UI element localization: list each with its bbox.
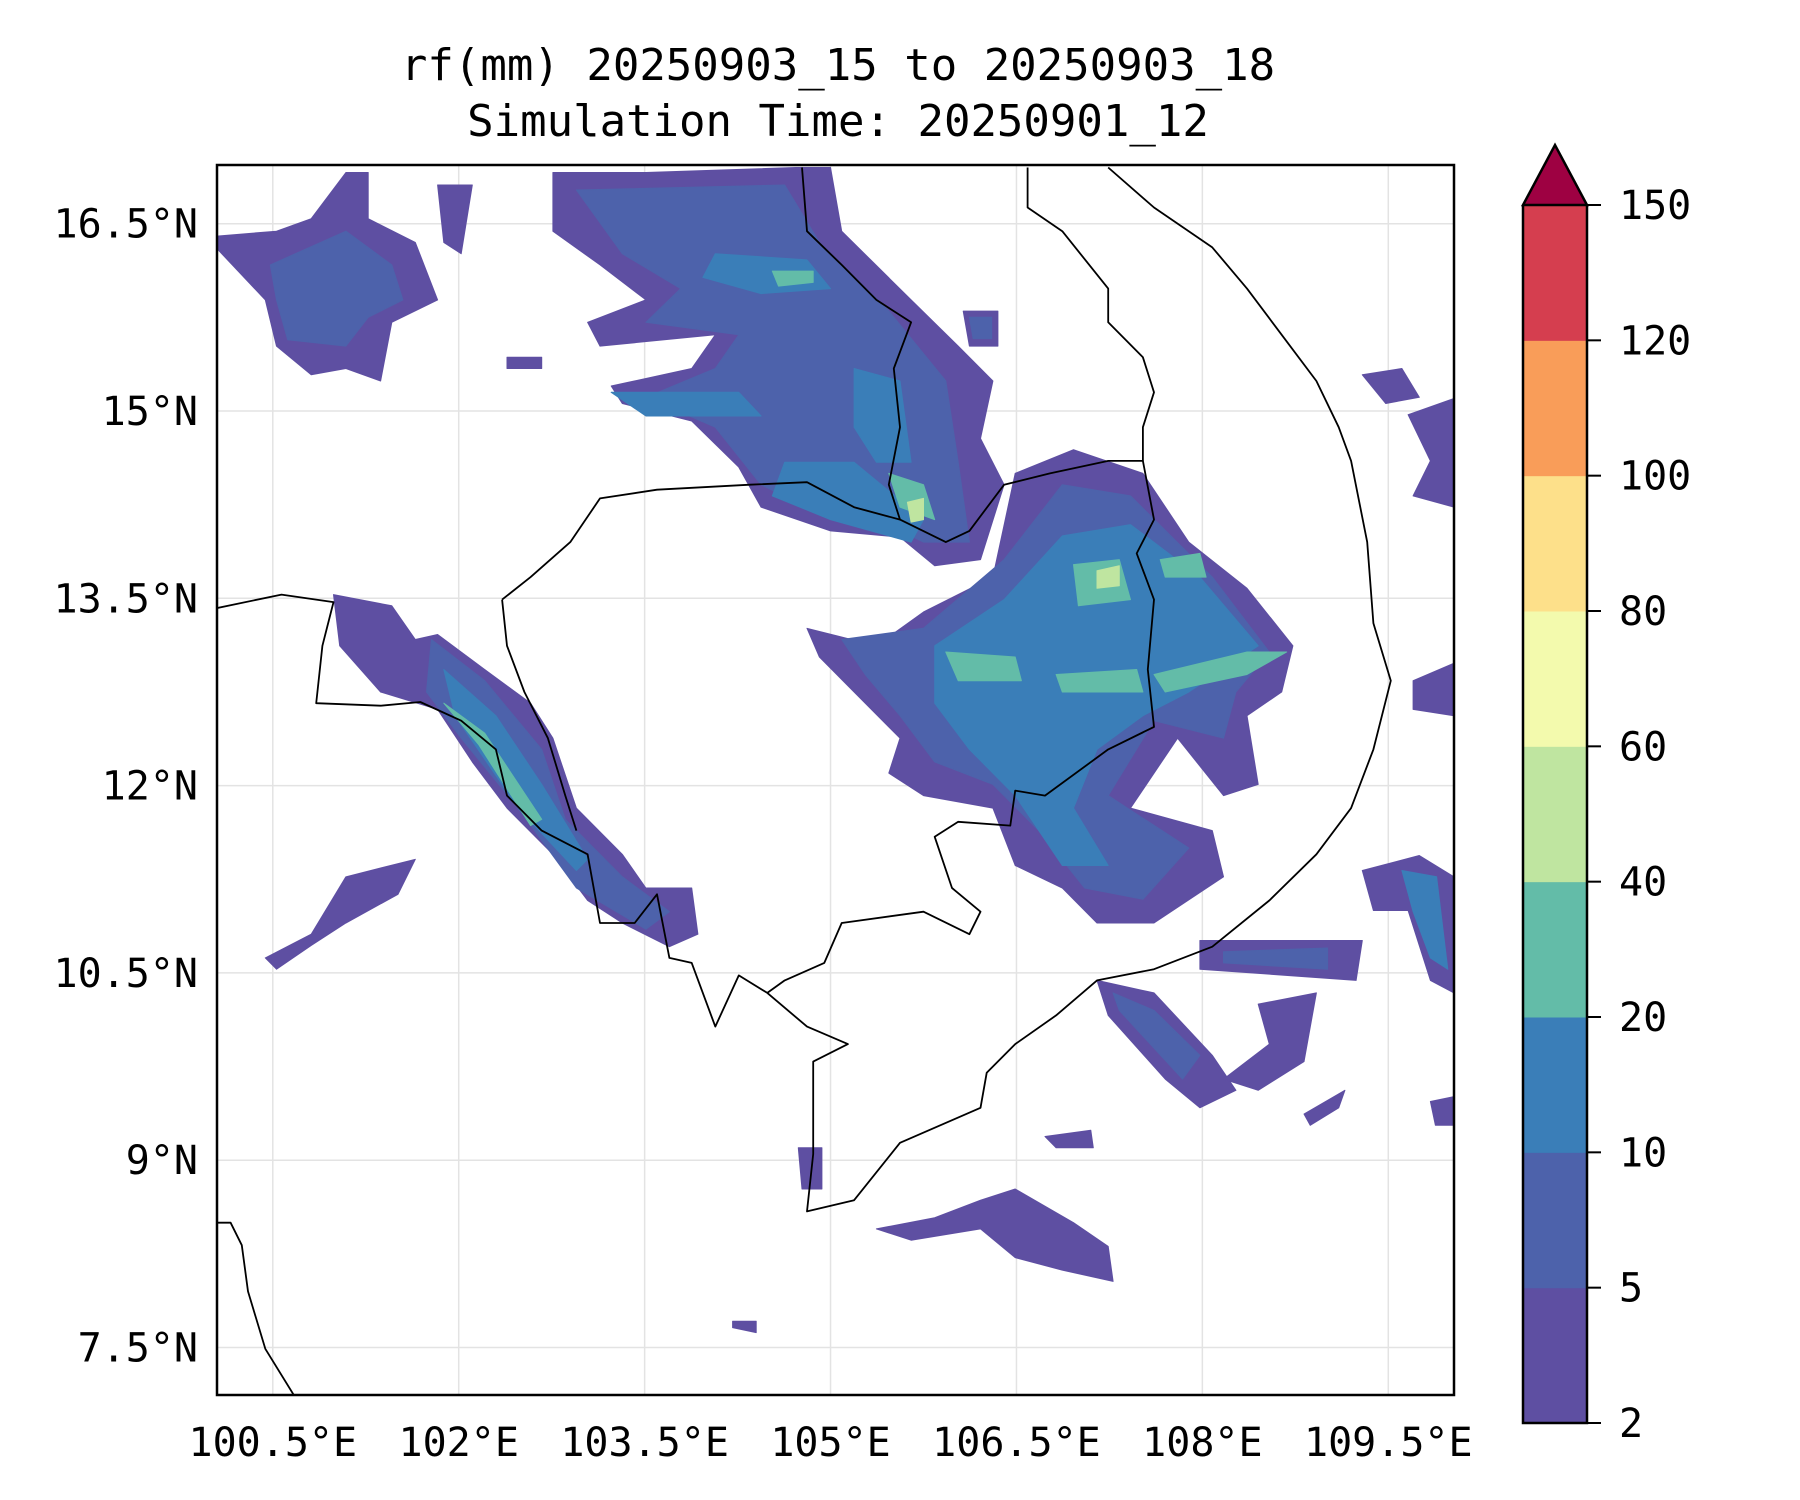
y-tick-label: 15°N xyxy=(102,389,198,435)
boundary-line xyxy=(801,167,912,520)
colorbar-tick-label: 100 xyxy=(1619,454,1691,500)
rainfall-region-level-4 xyxy=(906,497,924,523)
plot-frame xyxy=(215,163,1456,1397)
rainfall-region-level-0 xyxy=(264,858,416,970)
colorbar-tick-label: 10 xyxy=(1619,1130,1667,1176)
rainfall-region-level-2 xyxy=(771,461,924,543)
rainfall-region-level-0 xyxy=(1407,398,1454,508)
rainfall-region-level-3 xyxy=(1055,669,1144,693)
y-tick-label: 16.5°N xyxy=(54,202,199,248)
rainfall-region-level-2 xyxy=(934,524,1259,866)
rainfall-region-level-0 xyxy=(1412,662,1454,717)
y-tick-label: 13.5°N xyxy=(54,576,199,622)
rainfall-region-level-3 xyxy=(1153,651,1288,693)
coastlines-and-borders xyxy=(217,166,1392,1395)
colorbar-tick-label: 150 xyxy=(1619,183,1691,229)
colorbar-extend-arrow xyxy=(1520,142,1590,207)
y-tick-label: 10.5°N xyxy=(54,951,199,997)
colorbar-segment xyxy=(1523,340,1587,477)
rainfall-region-level-3 xyxy=(771,270,814,287)
x-tick-label: 102°E xyxy=(398,1420,518,1466)
colorbar-segment xyxy=(1523,746,1587,883)
chart-title-line-1: rf(mm) 20250903_15 to 20250903_18 xyxy=(401,40,1275,91)
rainfall-region-level-2 xyxy=(1401,870,1449,970)
colorbar-segment xyxy=(1523,205,1587,341)
x-tick-label: 100.5°E xyxy=(188,1420,357,1466)
rainfall-region-level-1 xyxy=(1223,947,1329,970)
boundary-line xyxy=(501,599,578,831)
colorbar-outline xyxy=(1521,205,1589,1425)
colorbar-tick-label: 5 xyxy=(1619,1266,1643,1312)
y-tick-label: 12°N xyxy=(102,764,198,810)
x-tick-label: 108°E xyxy=(1142,1420,1262,1466)
colorbar: 2 5 10 20 40 60 80 100 120 150 xyxy=(1520,142,1691,1447)
colorbar-tick-label: 20 xyxy=(1619,995,1667,1041)
colorbar-tick-label: 120 xyxy=(1619,318,1691,364)
rainfall-region-level-3 xyxy=(945,651,1022,682)
rainfall-region-level-3 xyxy=(443,702,543,827)
colorbar-segment xyxy=(1523,475,1587,612)
boundary-line xyxy=(217,1221,295,1395)
x-axis-ticks: 100.5°E 102°E 103.5°E 105°E 106.5°E 108°E 109.… xyxy=(188,1420,1472,1466)
rainfall-region-level-0 xyxy=(1044,1129,1094,1149)
colorbar-segment xyxy=(1523,1152,1587,1289)
boundary-line xyxy=(501,459,1155,994)
y-tick-label: 7.5°N xyxy=(78,1326,198,1372)
rainfall-region-level-2 xyxy=(610,391,762,417)
rainfall-contours xyxy=(217,167,1454,1334)
x-tick-label: 106.5°E xyxy=(932,1420,1101,1466)
colorbar-tick-label: 60 xyxy=(1619,724,1667,770)
rainfall-region-level-1 xyxy=(968,316,993,340)
rainfall-region-level-0 xyxy=(732,1320,757,1334)
rainfall-region-level-4 xyxy=(1096,565,1120,589)
boundary-line xyxy=(217,166,1392,1213)
rainfall-region-level-3 xyxy=(1159,552,1207,578)
colorbar-segment xyxy=(1523,1017,1587,1153)
colorbar-tick-label: 80 xyxy=(1619,589,1667,635)
x-tick-label: 103.5°E xyxy=(560,1420,729,1466)
colorbar-tick-label: 2 xyxy=(1619,1401,1643,1447)
colorbar-segment xyxy=(1523,611,1587,747)
rainfall-region-level-0 xyxy=(437,184,473,255)
x-tick-label: 105°E xyxy=(770,1420,890,1466)
y-axis-ticks: 16.5°N 15°N 13.5°N 12°N 10.5°N 9°N 7.5°N xyxy=(54,202,199,1372)
y-tick-label: 9°N xyxy=(126,1138,198,1184)
rainfall-region-level-2 xyxy=(443,669,589,871)
rainfall-region-level-0 xyxy=(1223,992,1317,1091)
colorbar-segment xyxy=(1523,1287,1587,1424)
rainfall-region-level-0 xyxy=(1429,1096,1454,1126)
x-tick-label: 109.5°E xyxy=(1304,1420,1473,1466)
colorbar-segment xyxy=(1523,881,1587,1018)
rainfall-region-level-0 xyxy=(1361,368,1420,404)
rainfall-region-level-0 xyxy=(875,1188,1114,1282)
rainfall-region-level-1 xyxy=(269,230,404,347)
rainfall-region-level-0 xyxy=(506,356,543,369)
rainfall-region-level-0 xyxy=(1303,1089,1346,1126)
chart-title-line-2: Simulation Time: 20250901_12 xyxy=(467,96,1209,147)
boundary-line xyxy=(1026,167,1155,461)
rainfall-region-level-1 xyxy=(1112,992,1201,1080)
colorbar-tick-label: 40 xyxy=(1619,860,1667,906)
